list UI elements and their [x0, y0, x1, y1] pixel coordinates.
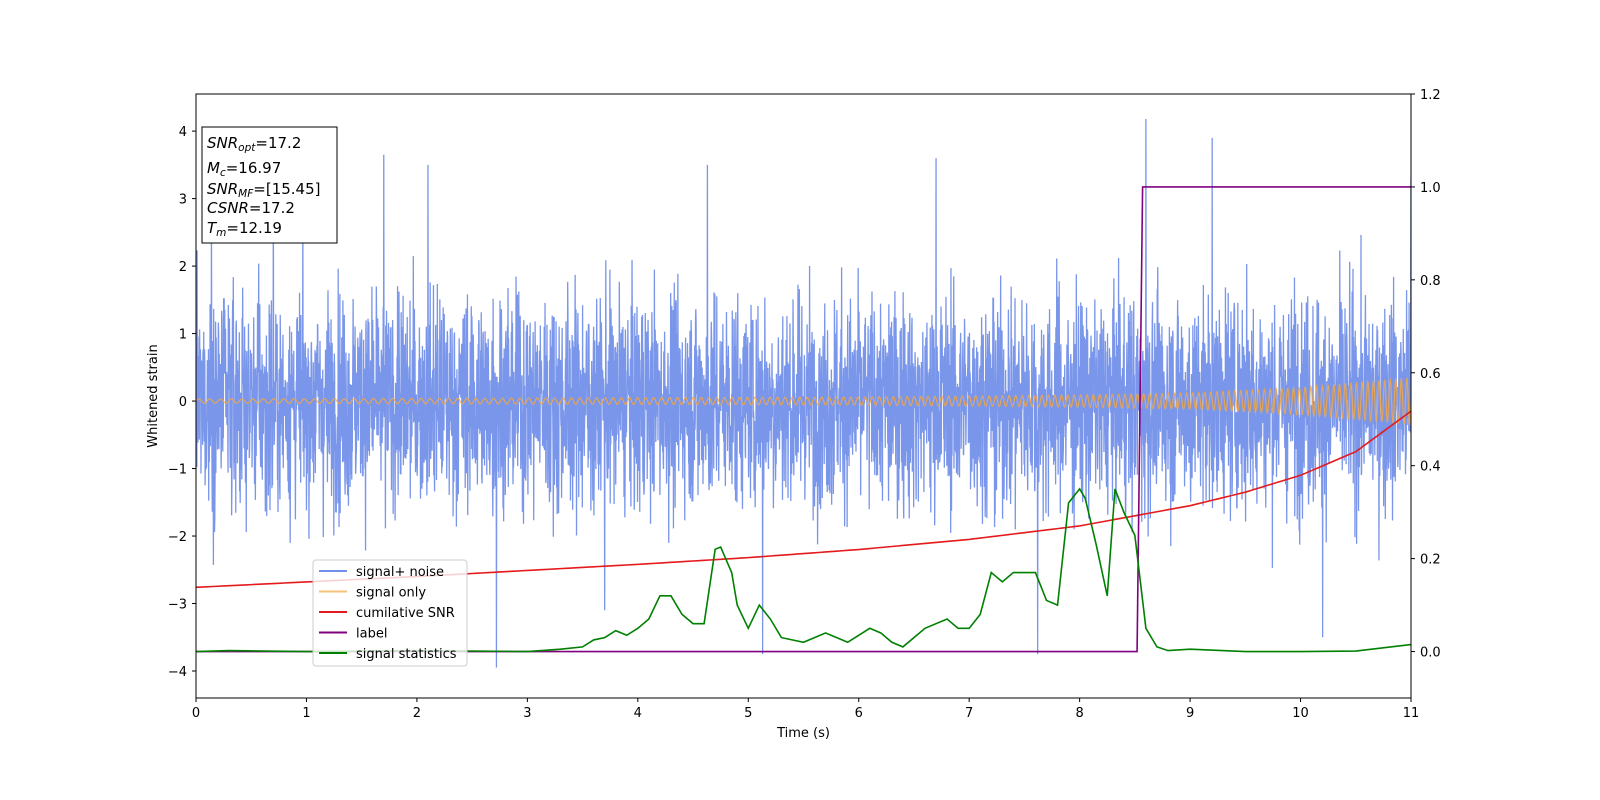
series-signal-only-line: [196, 377, 1411, 426]
y-tick-label: 1: [179, 328, 187, 343]
x-axis: 0 1 2 3 4 5 6 7 8 9 10 11: [192, 698, 1419, 721]
x-tick-label: 2: [413, 706, 421, 721]
y-right-tick-label: 1.2: [1420, 88, 1441, 103]
y-right-tick-label: 0.0: [1420, 646, 1441, 661]
stats-annotation-box: SNRopt=17.2 Mc=16.97SNRMF=[15.45]CSNR=17.…: [201, 126, 338, 244]
y-tick-label: −1: [168, 463, 187, 478]
legend-frame: [312, 559, 468, 667]
legend-label: signal+ noise: [356, 565, 444, 580]
annotation-line: Mc=16.97: [207, 159, 281, 179]
x-tick-label: 11: [1403, 706, 1420, 721]
annotation-line: SNRMF=[15.45]: [207, 180, 321, 200]
y-right-tick-label: 0.2: [1420, 553, 1441, 568]
series-label-line: [196, 186, 1411, 653]
x-tick-label: 0: [192, 706, 200, 721]
y-right-tick-label: 0.4: [1420, 460, 1441, 475]
x-tick-label: 1: [302, 706, 310, 721]
x-tick-label: 10: [1292, 706, 1309, 721]
x-tick-label: 3: [523, 706, 531, 721]
series-signal-statistics-line: [196, 487, 1411, 653]
x-tick-label: 8: [1075, 706, 1083, 721]
x-tick-label: 9: [1186, 706, 1194, 721]
legend: signal+ noise signal only cumilative SNR la…: [312, 559, 468, 667]
y-tick-label: −3: [168, 598, 187, 613]
y-tick-label: 3: [179, 193, 187, 208]
x-tick-label: 4: [634, 706, 642, 721]
y-tick-label: 4: [179, 125, 187, 140]
legend-label: signal statistics: [356, 647, 457, 662]
y-axis-label: Whitened strain: [146, 344, 161, 447]
legend-label: label: [356, 627, 387, 642]
y-tick-label: −2: [168, 530, 187, 545]
y-tick-label: −4: [168, 665, 187, 680]
legend-label: signal only: [356, 586, 426, 601]
x-tick-label: 5: [744, 706, 752, 721]
y-right-tick-label: 0.8: [1420, 274, 1441, 289]
annotation-line: Tm=12.19: [207, 219, 282, 239]
x-tick-label: 6: [855, 706, 863, 721]
y-axis-right: 0.0 0.2 0.4 0.6 0.8 1.0 1.2: [1411, 88, 1441, 661]
y-right-tick-label: 1.0: [1420, 181, 1441, 196]
legend-label: cumilative SNR: [356, 606, 455, 621]
y-tick-label: 2: [179, 260, 187, 275]
annotation-frame: [201, 126, 338, 244]
plot-frame: [195, 93, 1412, 699]
annotation-line: SNRopt=17.2: [207, 134, 301, 154]
x-axis-label: Time (s): [776, 726, 830, 741]
x-tick-label: 7: [965, 706, 973, 721]
y-right-tick-label: 0.6: [1420, 367, 1441, 382]
annotation-line: CSNR=17.2: [207, 199, 295, 217]
y-tick-label: 0: [179, 395, 187, 410]
y-axis-left: −4 −3 −2 −1 0 1 2 3 4: [168, 125, 196, 680]
